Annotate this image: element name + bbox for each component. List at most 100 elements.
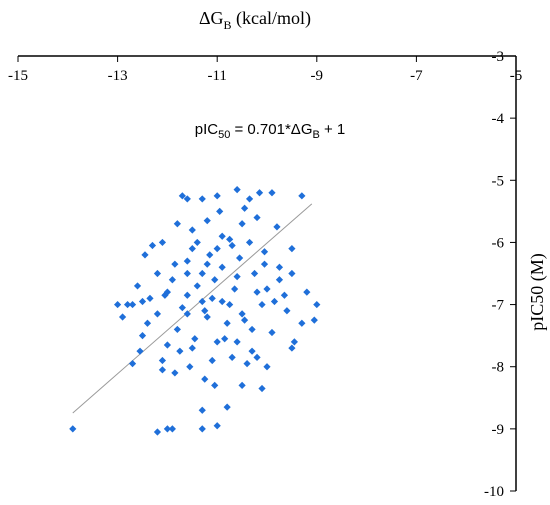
data-point [213, 422, 221, 430]
x-axis-title-main: ΔG [199, 8, 224, 28]
data-point [268, 189, 276, 197]
y-tick-label: -10 [484, 484, 504, 500]
data-point [198, 425, 206, 433]
data-point [275, 276, 284, 284]
data-point [148, 241, 157, 250]
data-points [69, 186, 321, 436]
data-point [240, 204, 249, 212]
data-point [173, 325, 181, 334]
data-point [218, 263, 226, 271]
data-point [201, 375, 209, 383]
x-tick-label: -7 [410, 68, 423, 84]
equation-sub-2: B [312, 129, 319, 141]
x-tick-label: -11 [207, 68, 226, 84]
data-point [228, 353, 236, 361]
data-point [263, 363, 271, 371]
data-point [123, 300, 132, 309]
data-point [208, 356, 216, 365]
data-point [186, 363, 194, 371]
data-point [221, 335, 229, 343]
data-point [198, 195, 206, 203]
trendline-equation: pIC50 = 0.701*ΔGB + 1 [195, 121, 346, 141]
data-point [288, 245, 296, 253]
data-point [258, 384, 266, 393]
data-point [253, 353, 261, 361]
x-axis-title: ΔGB (kcal/mol) [199, 8, 311, 32]
data-point [143, 319, 152, 327]
data-point [206, 251, 214, 259]
data-point [146, 294, 154, 302]
data-point [260, 248, 269, 256]
data-point [198, 406, 206, 414]
data-point [171, 260, 179, 268]
data-point [188, 226, 196, 234]
data-point [258, 300, 266, 309]
data-point [250, 269, 259, 278]
data-point [198, 297, 206, 306]
data-point [280, 291, 289, 299]
y-tick-label: -3 [492, 49, 505, 65]
data-point [158, 366, 167, 374]
data-point [114, 300, 122, 309]
data-point [163, 425, 171, 433]
data-point [168, 425, 176, 433]
data-point [203, 260, 211, 268]
data-point [245, 195, 254, 203]
data-point [231, 285, 239, 293]
equation-sub-1: 50 [218, 129, 230, 141]
data-point [141, 251, 149, 259]
x-axis-ticks: -15 -13 -11 -9 -7 -5 [8, 56, 522, 84]
x-axis-title-sub: B [224, 18, 232, 32]
x-tick-label: -5 [510, 68, 523, 84]
axes [18, 55, 517, 491]
data-point [233, 186, 241, 194]
data-point [153, 428, 162, 436]
data-point [168, 276, 176, 284]
data-point [238, 310, 246, 318]
data-point [260, 260, 269, 268]
data-point [275, 263, 284, 271]
data-point [213, 192, 221, 200]
data-point [216, 207, 224, 215]
data-point [173, 220, 181, 228]
data-point [211, 381, 219, 389]
data-point [213, 338, 221, 346]
x-axis-title-rest: (kcal/mol) [232, 8, 311, 29]
data-point [191, 335, 199, 343]
data-point [176, 347, 184, 355]
data-point [183, 195, 191, 203]
data-point [208, 294, 216, 302]
y-tick-label: -6 [492, 235, 505, 251]
data-point [233, 273, 241, 281]
data-point [183, 291, 191, 299]
data-point [183, 257, 191, 265]
y-axis-ticks: -3 -4 -5 -6 -7 -8 -9 -10 [484, 49, 516, 500]
data-point [298, 319, 306, 327]
data-point [240, 316, 249, 324]
data-point [201, 307, 209, 315]
data-point [161, 291, 169, 299]
data-point [253, 213, 261, 222]
data-point [263, 285, 271, 293]
data-point [163, 288, 171, 296]
data-point [218, 232, 226, 240]
trendline [72, 203, 313, 414]
data-point [273, 223, 281, 231]
data-point [218, 297, 226, 306]
data-point [245, 238, 254, 247]
x-tick-label: -9 [311, 68, 324, 84]
data-point [303, 288, 311, 296]
data-point [238, 220, 246, 228]
data-point [288, 344, 296, 352]
y-tick-label: -8 [492, 360, 505, 376]
data-point [223, 403, 231, 411]
data-point [138, 332, 147, 340]
data-point [153, 310, 162, 318]
data-point [243, 360, 251, 368]
data-point [288, 269, 296, 278]
data-point [270, 297, 279, 306]
data-point [226, 300, 234, 309]
data-point [158, 356, 167, 365]
data-point [138, 297, 147, 306]
